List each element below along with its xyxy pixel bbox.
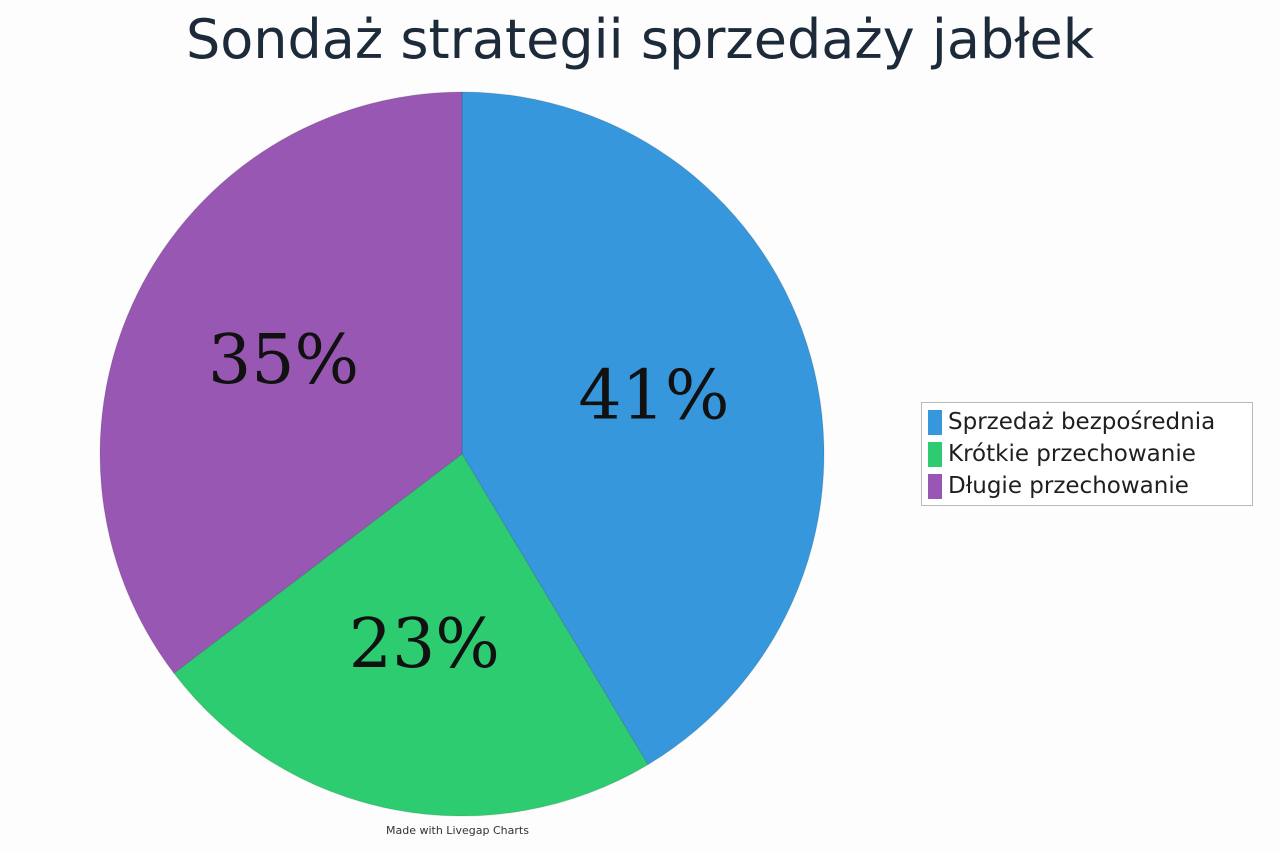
legend-item-krotkie-przechowanie[interactable]: Krótkie przechowanie xyxy=(928,438,1252,470)
legend-swatch xyxy=(928,441,942,467)
slice-label-sprzedaz-bezposrednia: 41% xyxy=(578,356,729,435)
chart-title: Sondaż strategii sprzedaży jabłek xyxy=(185,8,1095,71)
legend-label: Sprzedaż bezpośrednia xyxy=(948,409,1216,435)
slice-label-krotkie-przechowanie: 23% xyxy=(349,605,500,684)
legend-label: Krótkie przechowanie xyxy=(948,441,1196,467)
legend-item-dlugie-przechowanie[interactable]: Długie przechowanie xyxy=(928,470,1252,502)
legend-label: Długie przechowanie xyxy=(948,473,1189,499)
legend-item-sprzedaz-bezposrednia[interactable]: Sprzedaż bezpośrednia xyxy=(928,406,1252,438)
watermark-credit: Made with Livegap Charts xyxy=(386,824,529,837)
pie-slice-dlugie-przechowanie[interactable] xyxy=(99,91,463,674)
legend-swatch xyxy=(928,473,942,499)
pie-slice-sprzedaz-bezposrednia[interactable] xyxy=(461,91,825,766)
legend-swatch xyxy=(928,409,942,435)
pie-slice-krotkie-przechowanie[interactable] xyxy=(173,453,649,817)
chart-legend: Sprzedaż bezpośrednia Krótkie przechowan… xyxy=(921,402,1253,506)
slice-label-dlugie-przechowanie: 35% xyxy=(208,321,359,400)
